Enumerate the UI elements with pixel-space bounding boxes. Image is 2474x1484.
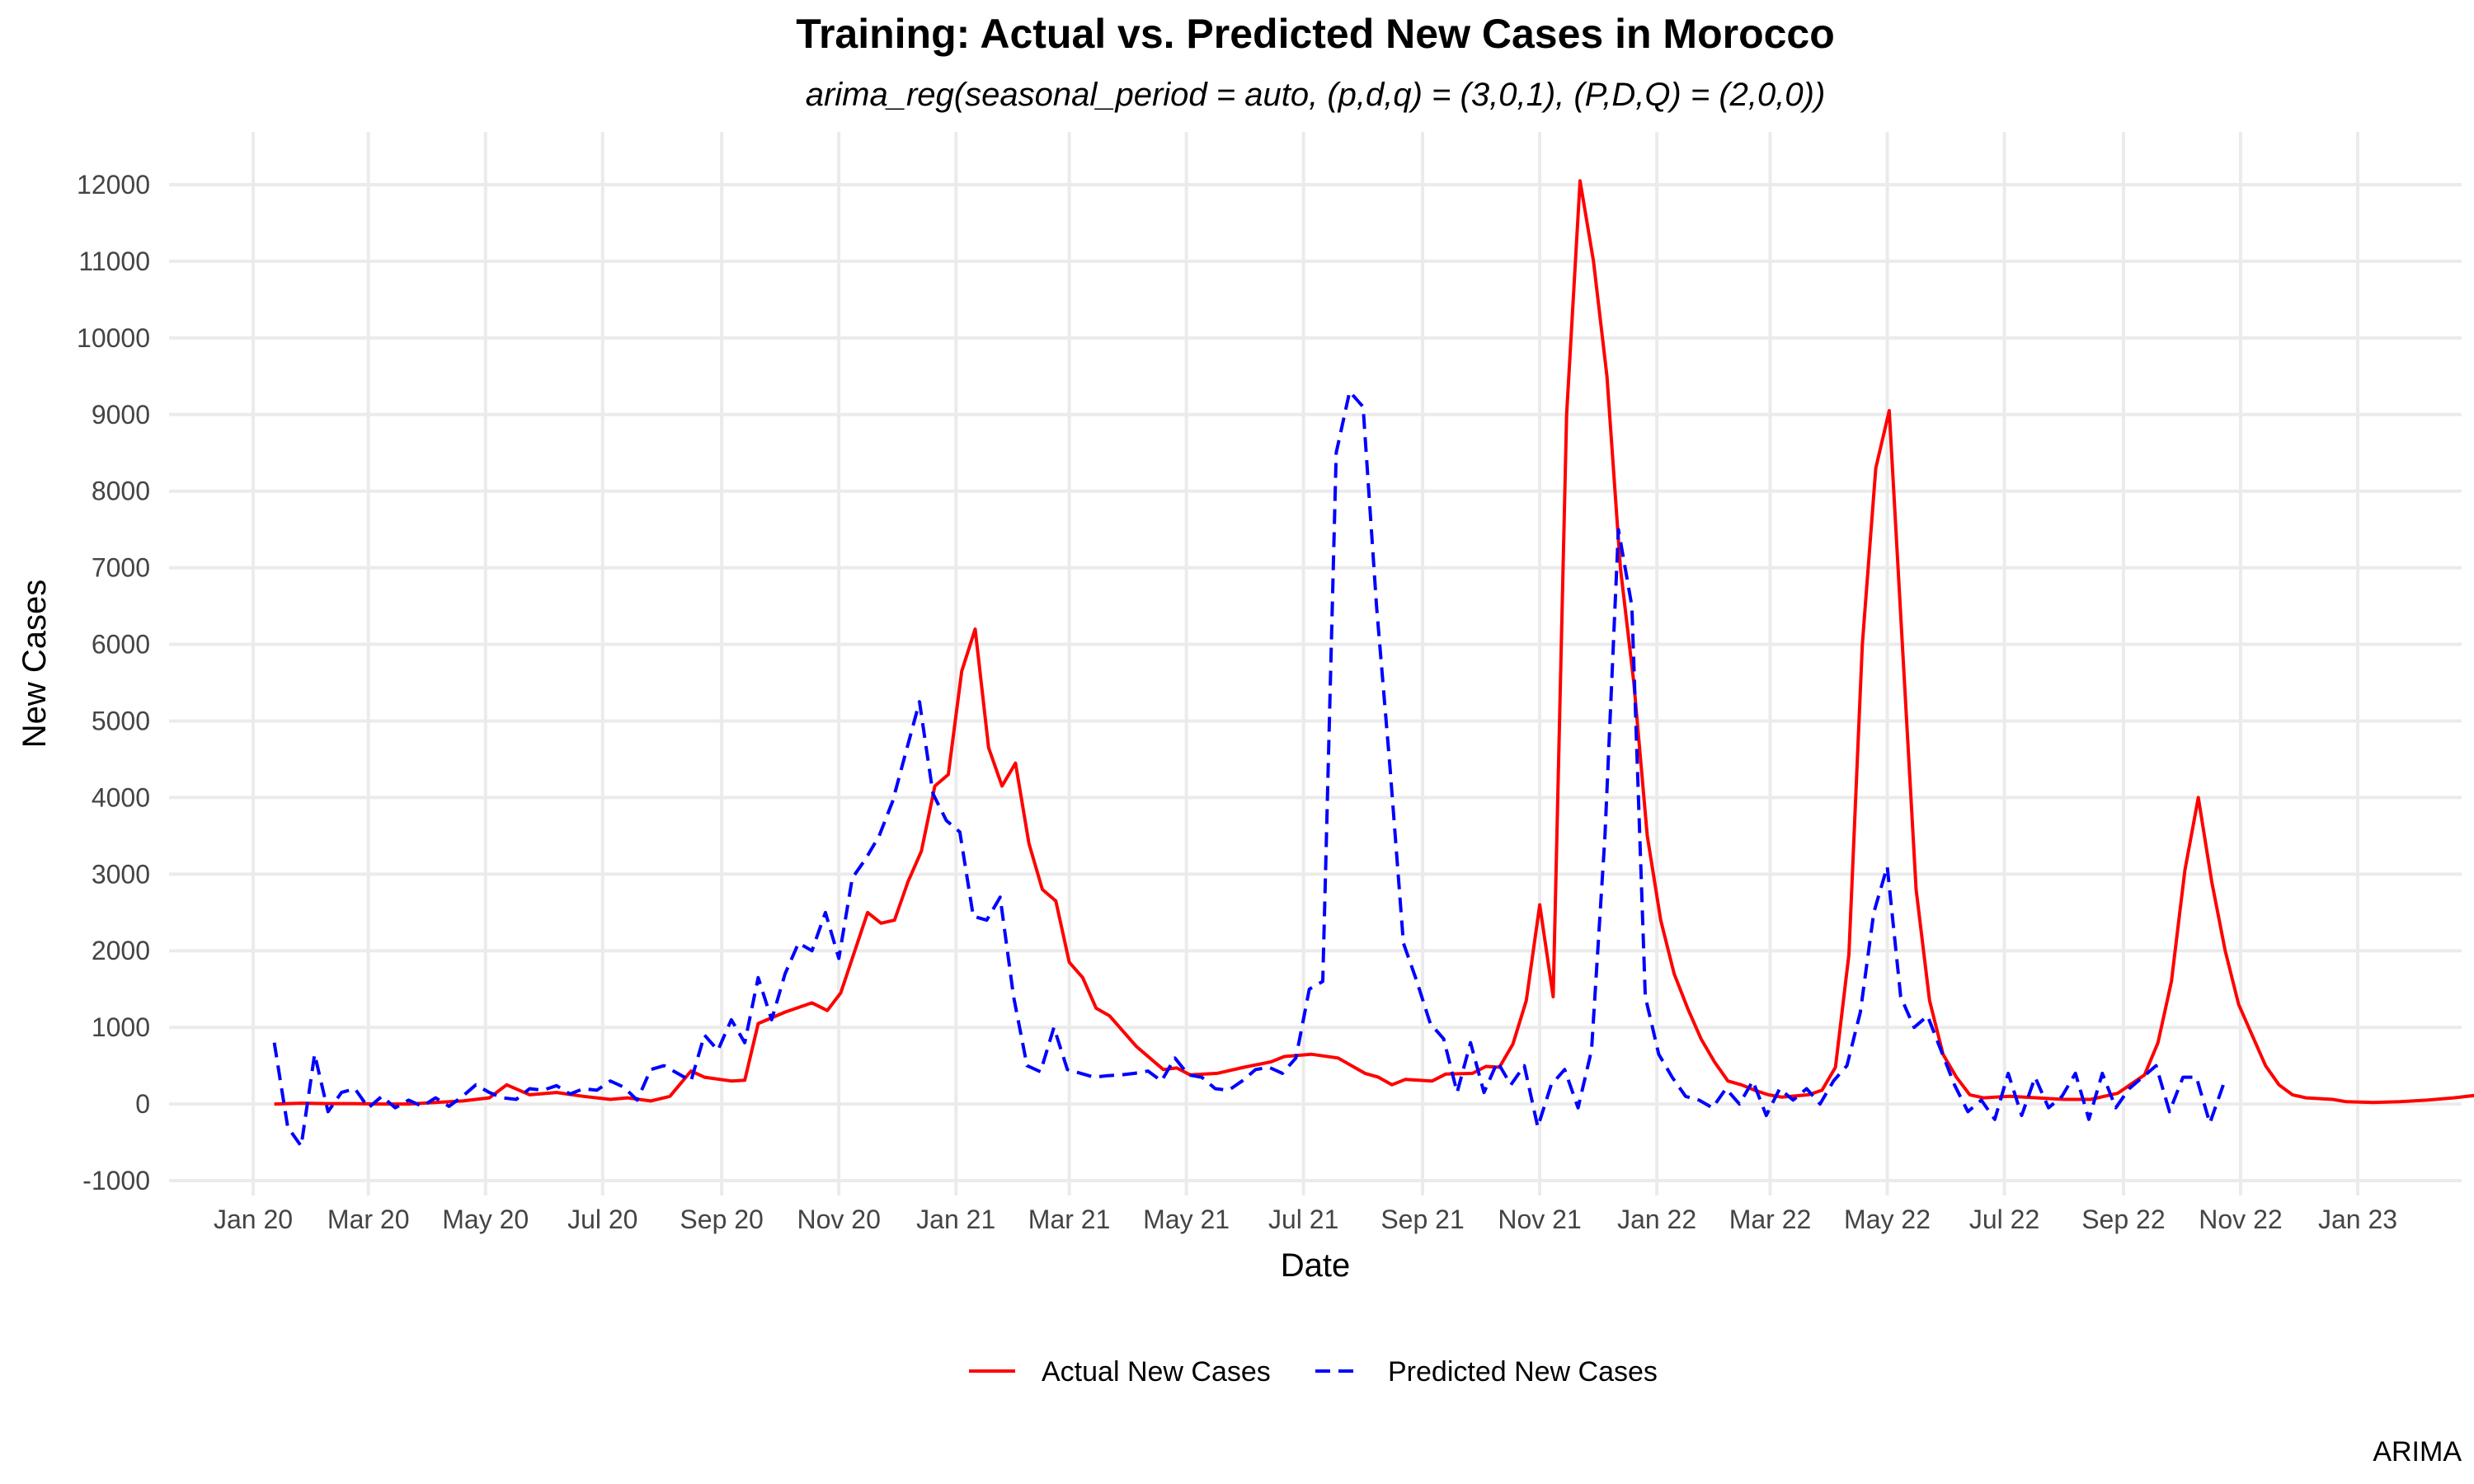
legend-label-actual: Actual New Cases (1042, 1356, 1271, 1388)
x-tick-label: Sep 21 (1380, 1205, 1464, 1234)
y-axis-title: New Cases (16, 580, 53, 749)
y-tick-label: 1000 (92, 1012, 150, 1042)
x-tick-label: Sep 22 (2081, 1205, 2165, 1234)
chart-title: Training: Actual vs. Predicted New Cases… (796, 11, 1835, 57)
y-tick-label: 3000 (92, 859, 150, 889)
series-line-predicted (272, 389, 2225, 1148)
y-tick-label: 2000 (92, 936, 150, 965)
y-axis-ticks: -1000 0 1000 2000 3000 4000 5000 6000 7000 8000 90… (77, 170, 150, 1195)
y-tick-label: 6000 (92, 630, 150, 660)
y-tick-label: 8000 (92, 477, 150, 506)
x-tick-label: Mar 22 (1729, 1205, 1812, 1234)
x-tick-label: May 22 (1844, 1205, 1931, 1234)
y-tick-label: 4000 (92, 782, 150, 812)
y-tick-label: 0 (135, 1089, 150, 1119)
y-tick-label: 9000 (92, 400, 150, 430)
x-axis-title: Date (1281, 1247, 1351, 1284)
legend: Actual New Cases Predicted New Cases (969, 1356, 1658, 1388)
y-tick-label: 10000 (77, 323, 150, 353)
y-tick-label: 7000 (92, 553, 150, 583)
x-tick-label: Nov 20 (797, 1205, 880, 1234)
x-tick-label: May 21 (1143, 1205, 1230, 1234)
series (272, 179, 2474, 1148)
y-tick-label: 12000 (77, 170, 150, 200)
y-tick-label: -1000 (82, 1166, 150, 1195)
x-tick-label: Jul 20 (567, 1205, 637, 1234)
series-line-actual (274, 179, 2474, 1106)
x-tick-label: Nov 22 (2199, 1205, 2282, 1234)
caption: ARIMA (2373, 1436, 2462, 1468)
x-tick-label: Sep 20 (680, 1205, 763, 1234)
x-tick-label: May 20 (442, 1205, 529, 1234)
x-tick-label: Jan 23 (2318, 1205, 2397, 1234)
x-axis-ticks: Jan 20 Mar 20 May 20 Jul 20 Sep 20 Nov 20 Jan … (214, 1205, 2397, 1234)
x-tick-label: Mar 20 (327, 1205, 410, 1234)
y-tick-label: 5000 (92, 706, 150, 735)
x-tick-label: Jan 21 (916, 1205, 995, 1234)
x-tick-label: Nov 21 (1498, 1205, 1581, 1234)
x-tick-label: Jan 22 (1617, 1205, 1696, 1234)
x-tick-label: Jul 22 (1969, 1205, 2039, 1234)
x-tick-label: Jul 21 (1268, 1205, 1338, 1234)
chart-subtitle: arima_reg(seasonal_period = auto, (p,d,q… (806, 77, 1826, 113)
grid (169, 132, 2462, 1195)
legend-label-predicted: Predicted New Cases (1388, 1356, 1658, 1388)
y-tick-label: 11000 (78, 247, 150, 276)
x-tick-label: Jan 20 (214, 1205, 293, 1234)
x-tick-label: Mar 21 (1028, 1205, 1111, 1234)
